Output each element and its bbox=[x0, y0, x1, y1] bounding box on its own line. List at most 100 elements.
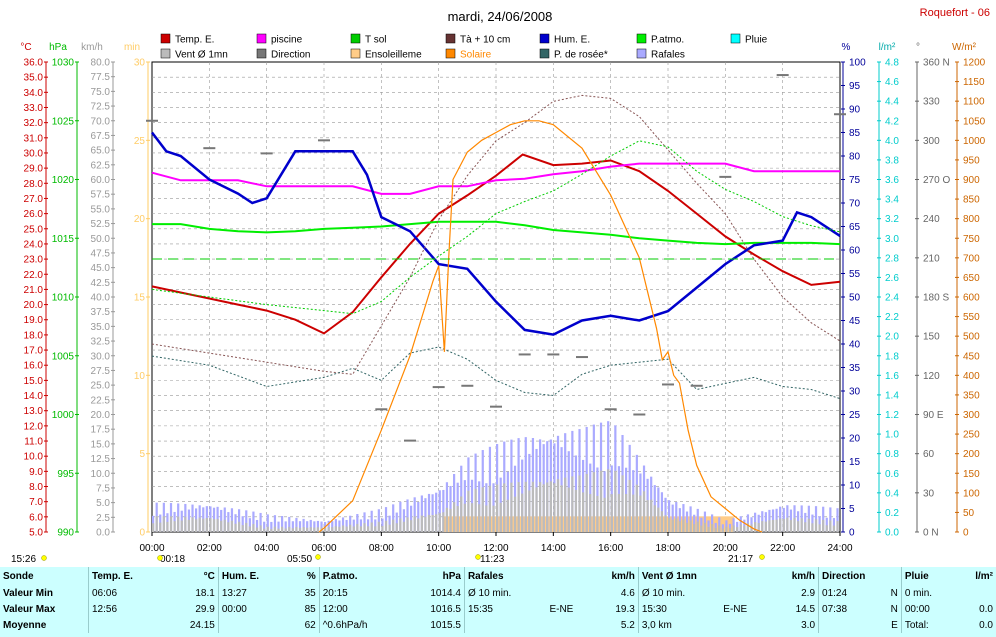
wind-bar bbox=[610, 494, 613, 532]
wind-bar bbox=[553, 483, 556, 532]
gust-bar bbox=[814, 506, 818, 532]
gust-bar bbox=[352, 519, 355, 532]
dir-unit: ° bbox=[916, 42, 920, 53]
gust-bar bbox=[259, 512, 262, 532]
x-tick-label: 08:00 bbox=[369, 543, 394, 554]
temp-tick-label: 36.0 bbox=[24, 58, 44, 69]
wind-bar bbox=[277, 528, 280, 532]
wind-tick-label: 77.5 bbox=[91, 72, 111, 83]
sun-moon-markers: 15:26 00:18 05:50 11:23 21:17 bbox=[11, 554, 765, 565]
temp-tick-label: 31.0 bbox=[24, 133, 44, 144]
rain-tick-label: 1.2 bbox=[885, 410, 899, 421]
wind-bar bbox=[499, 502, 502, 532]
x-axis: 00:00 02:00 04:00 06:00 08:00 10:00 12:00 14:00… bbox=[139, 532, 853, 554]
rain-max-time: 00:00 bbox=[900, 601, 957, 617]
wind-bar bbox=[273, 526, 277, 532]
gust-bar bbox=[736, 521, 739, 532]
gust-avg-time bbox=[463, 617, 547, 633]
gust-bar bbox=[664, 497, 667, 532]
wind-bar bbox=[822, 519, 825, 532]
wind-bar bbox=[678, 521, 681, 532]
wind-bar bbox=[556, 479, 560, 532]
temp-min: 18.1 bbox=[195, 587, 215, 599]
wind-bar bbox=[782, 518, 785, 532]
temp-avg: 24.15 bbox=[189, 619, 215, 631]
series-p-atmo--line bbox=[152, 220, 841, 246]
press-trend: ^0.6hPa/h bbox=[318, 617, 404, 633]
press-tick-label: 1030 bbox=[52, 58, 75, 69]
hum-tick-label: 55 bbox=[849, 269, 861, 280]
temp-tick-label: 15.0 bbox=[24, 376, 44, 387]
gust-bar bbox=[255, 519, 259, 532]
solar-tick-label: 1050 bbox=[963, 116, 986, 127]
wind-bar bbox=[607, 469, 610, 532]
wind-bar bbox=[578, 475, 581, 532]
wind-bar bbox=[635, 484, 638, 532]
sun-tick-label: 25 bbox=[134, 136, 146, 147]
gust-bar bbox=[227, 512, 230, 532]
gust-bar bbox=[424, 498, 427, 532]
wind-tick-label: 40.0 bbox=[91, 293, 111, 304]
wind-bar bbox=[564, 477, 567, 532]
hum-tick-label: 0 bbox=[849, 528, 855, 539]
wind-bar bbox=[700, 525, 703, 532]
wind-bar bbox=[223, 519, 226, 532]
wind-bar bbox=[779, 518, 782, 532]
wind-bar bbox=[814, 519, 818, 532]
legend-swatch bbox=[539, 48, 550, 59]
press-tick-label: 1000 bbox=[52, 410, 75, 421]
sun-marker-icon bbox=[41, 555, 47, 561]
temp-tick-label: 28.0 bbox=[24, 179, 44, 190]
gust-bar bbox=[230, 508, 234, 532]
gust-bar bbox=[711, 514, 714, 532]
legend-label: Tà + 10 cm bbox=[460, 35, 510, 46]
gust-bar bbox=[302, 518, 305, 532]
wind-bar bbox=[173, 521, 176, 532]
gust-bar bbox=[273, 515, 277, 532]
solar-tick-label: 100 bbox=[963, 488, 980, 499]
gust-avg: 5.2 bbox=[620, 619, 635, 631]
wind-bar bbox=[560, 485, 563, 532]
legend-label: Direction bbox=[271, 50, 310, 61]
wind-tick-label: 5.0 bbox=[96, 498, 110, 509]
wind-bar bbox=[259, 525, 262, 532]
wind-bar bbox=[184, 516, 187, 532]
wind-bar bbox=[367, 526, 370, 532]
wind-bar bbox=[492, 505, 495, 532]
gust-bar bbox=[384, 507, 388, 532]
dir-tick-label: 300 bbox=[923, 136, 940, 147]
sun-marker-icon bbox=[759, 554, 765, 560]
gust-bar bbox=[374, 519, 377, 532]
rain-tick-label: 2.0 bbox=[885, 332, 899, 343]
row-label: Moyenne bbox=[3, 619, 47, 631]
summary-table: Sonde Temp. E. °C Hum. E. % P.atmo. hPa … bbox=[0, 567, 996, 637]
sun-tick-label: 30 bbox=[134, 58, 146, 69]
legend-label: Hum. E. bbox=[554, 35, 590, 46]
wind-bar bbox=[216, 518, 219, 532]
legend-label: T sol bbox=[365, 35, 387, 46]
temp-tick-label: 5.0 bbox=[29, 528, 43, 539]
sun-tick-label: 20 bbox=[134, 214, 146, 225]
gust-bar bbox=[678, 508, 681, 532]
gust-bar bbox=[445, 482, 449, 532]
press-tick-label: 995 bbox=[57, 469, 74, 480]
legend-swatch bbox=[160, 48, 171, 59]
press-min: 1014.4 bbox=[430, 587, 461, 599]
temp-tick-label: 18.0 bbox=[24, 330, 44, 341]
gust-bar bbox=[410, 505, 413, 532]
wind-bar bbox=[549, 481, 552, 532]
wind-bar bbox=[675, 518, 678, 532]
weather-chart: mardi, 24/06/2008 Roquefort - 06 Temp. E… bbox=[11, 7, 990, 565]
wind-bar bbox=[438, 513, 441, 532]
wind-tick-label: 15.0 bbox=[91, 439, 111, 450]
gust-bar bbox=[238, 509, 241, 532]
wind-bar bbox=[818, 524, 821, 532]
wind-bar bbox=[212, 519, 216, 532]
rain-max: 0.0 bbox=[979, 603, 993, 615]
wind-bar bbox=[255, 527, 259, 532]
wind-bar bbox=[503, 483, 506, 532]
wind-bar bbox=[152, 523, 155, 532]
hum-max-time: 00:00 bbox=[217, 601, 291, 617]
wind-tick-label: 72.5 bbox=[91, 102, 111, 113]
gust-bar bbox=[413, 497, 416, 532]
